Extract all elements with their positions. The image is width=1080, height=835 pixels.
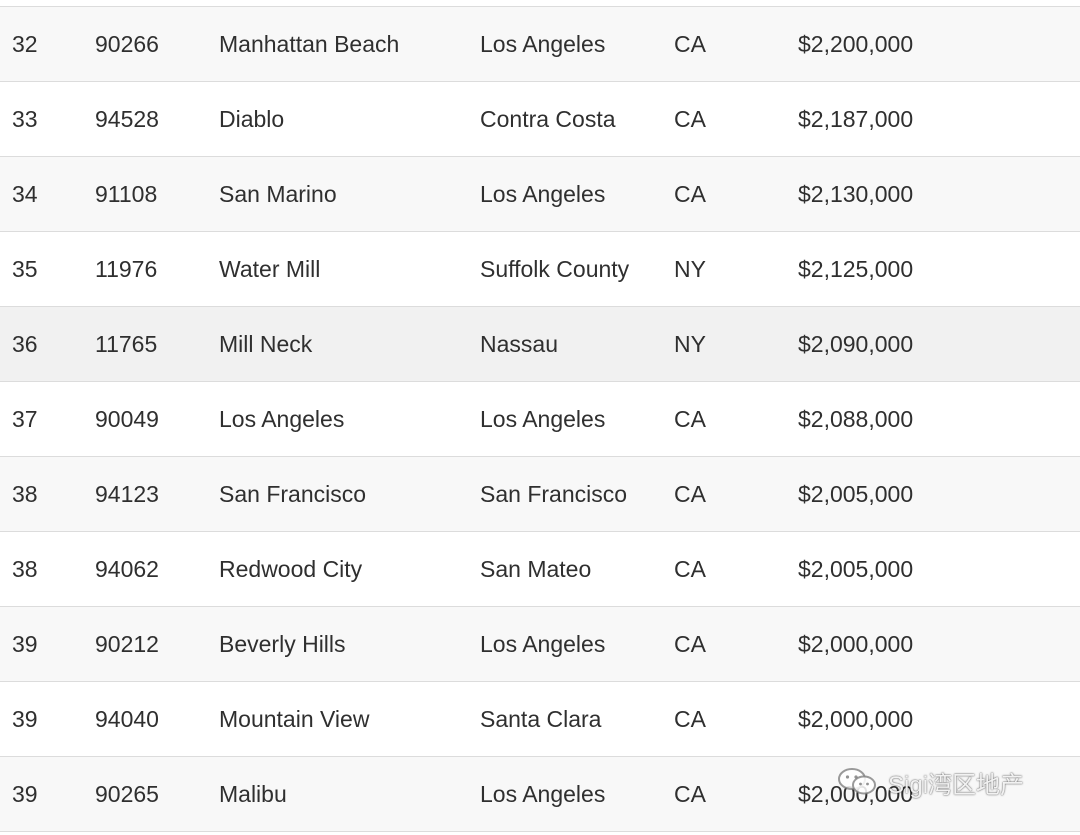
table-row: 32 90266 Manhattan Beach Los Angeles CA …: [0, 7, 1080, 82]
price-cell: $2,000,000: [798, 706, 914, 732]
table-row: 39 90265 Malibu Los Angeles CA $2,000,00…: [0, 757, 1080, 832]
county-cell: Los Angeles: [480, 31, 606, 57]
county-cell: Suffolk County: [480, 256, 630, 282]
rank-cell: 37: [12, 406, 38, 432]
zip-cell: 11976: [95, 256, 158, 282]
county-cell: Los Angeles: [480, 406, 606, 432]
price-cell: $2,200,000: [798, 31, 914, 57]
county-cell: San Francisco: [480, 481, 628, 507]
table-row: 39 94040 Mountain View Santa Clara CA $2…: [0, 682, 1080, 757]
rank-cell: 36: [12, 331, 38, 357]
price-cell: $2,125,000: [798, 256, 914, 282]
state-cell: NY: [674, 331, 706, 357]
rank-cell: 32: [12, 31, 38, 57]
rank-cell: 39: [12, 706, 38, 732]
city-cell: Malibu: [219, 781, 287, 807]
zip-cell: 94040: [95, 706, 159, 732]
county-cell: San Mateo: [480, 556, 592, 582]
price-cell: $2,130,000: [798, 181, 914, 207]
rank-cell: 38: [12, 481, 38, 507]
city-cell: Los Angeles: [219, 406, 345, 432]
state-cell: CA: [674, 406, 706, 432]
price-cell: $2,090,000: [798, 331, 914, 357]
zip-cell: 94123: [95, 481, 159, 507]
city-cell: Mill Neck: [219, 331, 313, 357]
zip-cell: 90265: [95, 781, 159, 807]
table-row: 38 94123 San Francisco San Francisco CA …: [0, 457, 1080, 532]
state-cell: CA: [674, 631, 706, 657]
city-cell: Diablo: [219, 106, 285, 132]
table-row: 35 11976 Water Mill Suffolk County NY $2…: [0, 232, 1080, 307]
zip-cell: 94062: [95, 556, 159, 582]
zip-cell: 90049: [95, 406, 159, 432]
table-row: 37 90049 Los Angeles Los Angeles CA $2,0…: [0, 382, 1080, 457]
zip-cell: 90266: [95, 31, 159, 57]
state-cell: CA: [674, 31, 706, 57]
city-cell: Manhattan Beach: [219, 31, 400, 57]
state-cell: CA: [674, 706, 706, 732]
county-cell: Los Angeles: [480, 631, 606, 657]
rank-cell: 35: [12, 256, 38, 282]
county-cell: Los Angeles: [480, 181, 606, 207]
state-cell: NY: [674, 256, 706, 282]
city-cell: Beverly Hills: [219, 631, 346, 657]
state-cell: CA: [674, 556, 706, 582]
price-cell: $2,000,000: [798, 631, 914, 657]
price-cell: $2,088,000: [798, 406, 914, 432]
table-row: 39 90212 Beverly Hills Los Angeles CA $2…: [0, 607, 1080, 682]
city-cell: Redwood City: [219, 556, 363, 582]
rank-cell: 33: [12, 106, 38, 132]
city-cell: San Francisco: [219, 481, 367, 507]
state-cell: CA: [674, 781, 706, 807]
zip-cell: 91108: [95, 181, 158, 207]
table-row: 33 94528 Diablo Contra Costa CA $2,187,0…: [0, 82, 1080, 157]
state-cell: CA: [674, 181, 706, 207]
city-cell: Water Mill: [219, 256, 321, 282]
table-row: 38 94062 Redwood City San Mateo CA $2,00…: [0, 532, 1080, 607]
price-cell: $2,005,000: [798, 481, 914, 507]
state-cell: CA: [674, 106, 706, 132]
price-cell: $2,187,000: [798, 106, 914, 132]
price-cell: $2,000,000: [798, 781, 914, 807]
city-cell: San Marino: [219, 181, 337, 207]
zip-cell: 90212: [95, 631, 159, 657]
county-cell: Nassau: [480, 331, 558, 357]
rank-cell: 39: [12, 781, 38, 807]
rank-cell: 38: [12, 556, 38, 582]
rank-cell: 39: [12, 631, 38, 657]
city-cell: Mountain View: [219, 706, 370, 732]
state-cell: CA: [674, 481, 706, 507]
price-cell: $2,005,000: [798, 556, 914, 582]
county-cell: Santa Clara: [480, 706, 602, 732]
rank-cell: 34: [12, 181, 38, 207]
county-cell: Contra Costa: [480, 106, 616, 132]
listing-table: 32 90266 Manhattan Beach Los Angeles CA …: [0, 6, 1080, 832]
zip-cell: 94528: [95, 106, 159, 132]
table-row: 36 11765 Mill Neck Nassau NY $2,090,000: [0, 307, 1080, 382]
zip-cell: 11765: [95, 331, 158, 357]
table-row: 34 91108 San Marino Los Angeles CA $2,13…: [0, 157, 1080, 232]
county-cell: Los Angeles: [480, 781, 606, 807]
